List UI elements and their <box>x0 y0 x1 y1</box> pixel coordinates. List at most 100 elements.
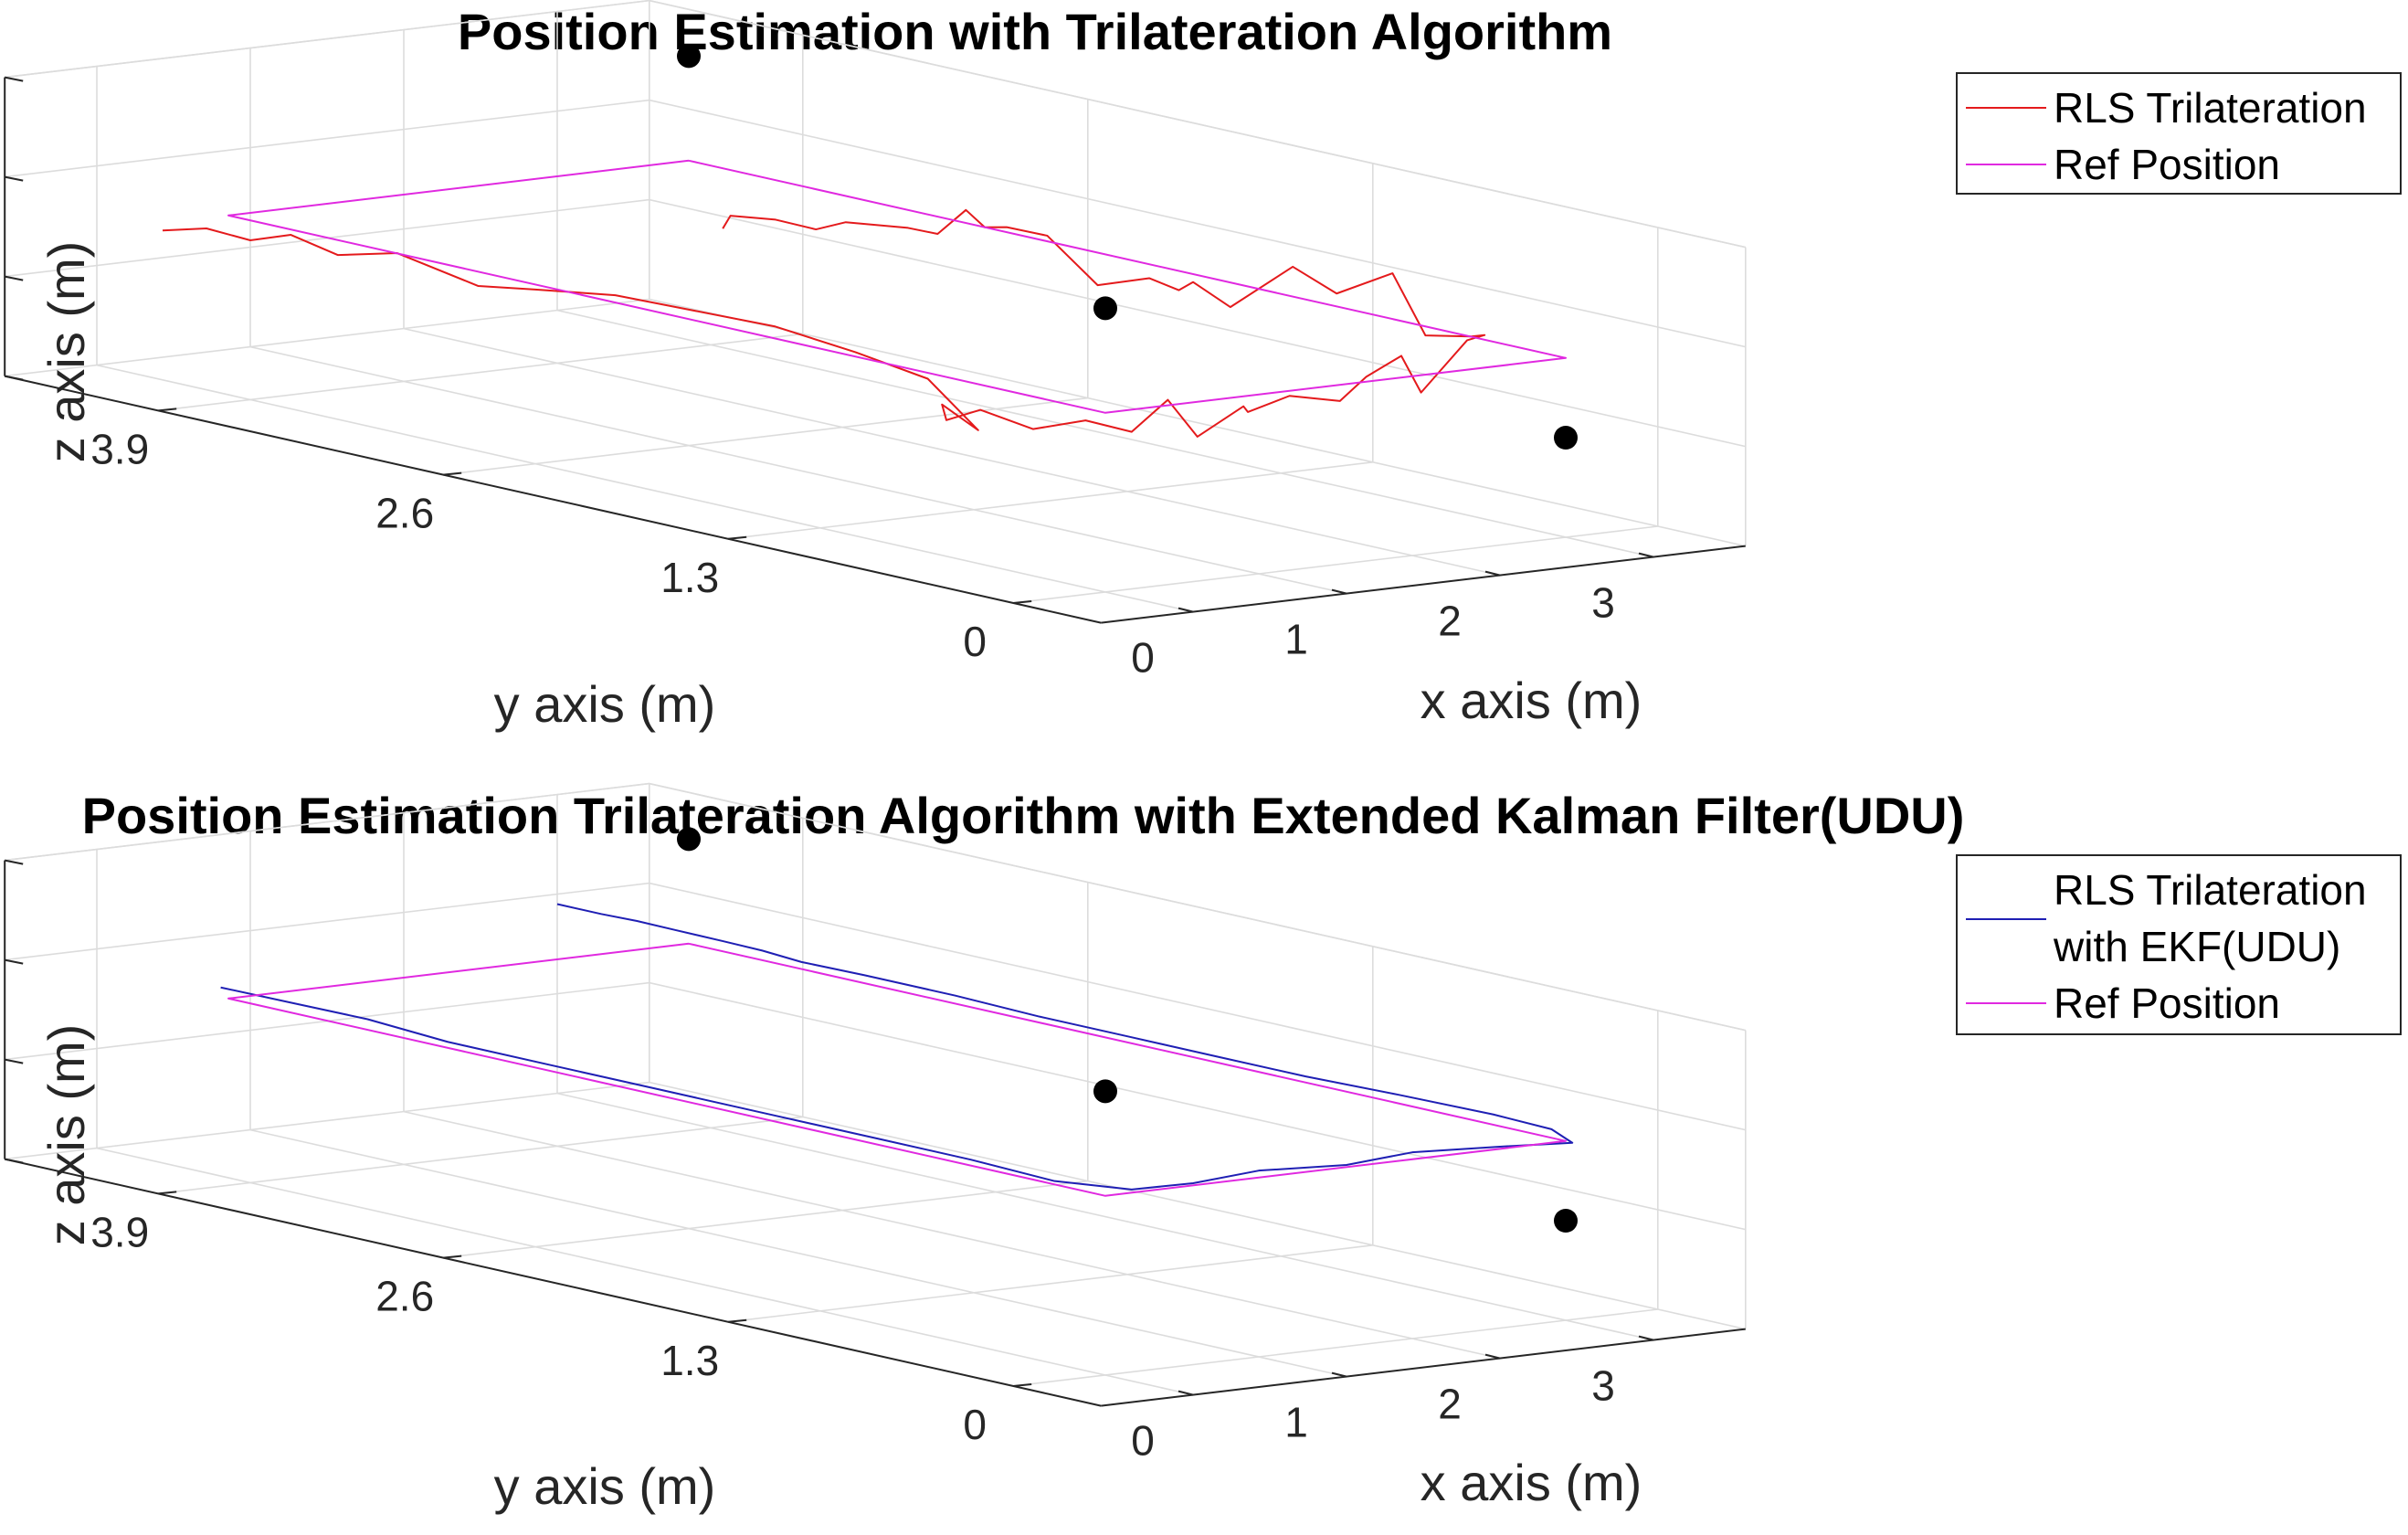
gridline-floor-x <box>403 327 1501 577</box>
y-tick-label: 0 <box>963 618 987 665</box>
gridline-floor-x <box>556 309 1654 558</box>
x-tick <box>1331 1371 1347 1378</box>
gridline-wall-edge <box>649 782 1746 1032</box>
y-axis-line <box>4 375 1102 624</box>
chart-title: Position Estimation with Trilateration A… <box>458 3 1612 60</box>
z-tick <box>5 375 24 381</box>
x-tick-label: 2 <box>1438 1381 1462 1428</box>
y-tick-label: 1.3 <box>660 1337 719 1384</box>
z-tick <box>5 76 24 82</box>
grid <box>4 0 1747 613</box>
series-line-1 <box>227 159 1567 414</box>
x-tick-label: 3 <box>1591 579 1615 627</box>
y-tick <box>443 1254 462 1259</box>
x-tick <box>1638 1335 1654 1341</box>
y-tick <box>1013 600 1032 604</box>
gridline-floor-x <box>249 1128 1347 1378</box>
y-axis-label: y axis (m) <box>494 675 716 733</box>
gridline-floor-y <box>443 1180 1088 1259</box>
y-tick-label: 2.6 <box>375 1273 434 1320</box>
series-layer <box>220 827 1578 1233</box>
x-tick <box>1178 1390 1194 1396</box>
gridline-floor-y <box>728 1244 1373 1323</box>
z-axis-label: z axis (m) <box>37 1024 95 1246</box>
x-tick-label: 2 <box>1438 598 1462 645</box>
z-tick <box>5 958 24 965</box>
x-axis-line <box>1101 1328 1746 1407</box>
plot-2: Position Estimation Trilateration Algori… <box>4 782 2402 1515</box>
gridline-floor-y <box>1013 525 1658 604</box>
legend-box <box>1956 72 2402 195</box>
gridline-floor-x <box>96 364 1194 613</box>
y-tick <box>728 535 747 540</box>
legend-box <box>1956 854 2402 1035</box>
gridline-wall-edge <box>5 782 650 862</box>
axes <box>4 76 1746 624</box>
x-tick-label: 1 <box>1284 616 1308 663</box>
gridline-floor-x <box>96 1147 1194 1396</box>
plot-1: Position Estimation with Trilateration A… <box>4 0 2402 733</box>
legend-label-rls: RLS Trilateration <box>2054 84 2367 132</box>
gridline-wall-edge <box>649 0 1746 249</box>
y-axis-line <box>4 1158 1102 1407</box>
x-axis-line <box>1101 545 1746 624</box>
gridline-wall-edge <box>5 0 650 79</box>
anchor-marker <box>1093 1079 1117 1104</box>
gridline-floor-y <box>158 333 803 412</box>
chart-title: Position Estimation Trilateration Algori… <box>82 787 1965 844</box>
gridline-floor-y <box>1013 1308 1658 1387</box>
z-tick <box>5 175 24 182</box>
legend-label-ekf-line1: RLS Trilateration <box>2054 866 2367 914</box>
z-tick <box>5 275 24 281</box>
series-line-1 <box>227 942 1567 1197</box>
x-tick <box>1484 1353 1501 1360</box>
legend: RLS Trilateration Ref Position <box>1956 72 2402 195</box>
y-tick-label: 0 <box>963 1401 987 1448</box>
z-tick <box>5 1058 24 1064</box>
x-tick <box>1484 570 1501 577</box>
gridline-floor-x <box>556 1092 1654 1341</box>
x-tick <box>1638 552 1654 558</box>
legend: RLS Trilateration with EKF(UDU) Ref Posi… <box>1956 854 2402 1035</box>
x-tick-label: 0 <box>1131 1417 1155 1465</box>
legend-label-ekf-line2: with EKF(UDU) <box>2053 923 2340 970</box>
x-axis-label: x axis (m) <box>1421 672 1642 729</box>
y-tick <box>158 408 177 412</box>
y-tick-label: 2.6 <box>375 490 434 537</box>
z-axis-label: z axis (m) <box>37 241 95 463</box>
y-tick <box>443 471 462 476</box>
legend-label-ref: Ref Position <box>2054 979 2280 1027</box>
y-tick-label: 1.3 <box>660 554 719 601</box>
series-layer <box>162 44 1578 450</box>
gridline-floor-x <box>249 345 1347 595</box>
x-tick <box>1331 588 1347 595</box>
x-tick-label: 3 <box>1591 1362 1615 1410</box>
x-axis-label: x axis (m) <box>1421 1454 1642 1511</box>
gridline-floor-y <box>728 461 1373 540</box>
gridline-floor-x <box>403 1110 1501 1360</box>
series-line-0 <box>162 208 1486 438</box>
axes <box>4 859 1746 1407</box>
anchor-marker <box>1093 296 1117 321</box>
legend-label-ref: Ref Position <box>2054 141 2280 188</box>
y-axis-label: y axis (m) <box>494 1457 716 1515</box>
y-tick <box>158 1191 177 1195</box>
z-tick <box>5 859 24 865</box>
series-line-0 <box>220 903 1574 1191</box>
z-tick <box>5 1158 24 1164</box>
y-tick <box>1013 1383 1032 1387</box>
y-tick <box>728 1318 747 1323</box>
y-tick-label: 3.9 <box>90 1208 149 1255</box>
x-tick-label: 0 <box>1131 634 1155 682</box>
x-tick <box>1178 607 1194 613</box>
x-tick-label: 1 <box>1284 1399 1308 1446</box>
gridline-floor-y <box>158 1116 803 1195</box>
anchor-marker <box>1554 1209 1578 1233</box>
anchor-marker <box>677 44 701 69</box>
anchor-marker <box>1554 426 1578 450</box>
y-tick-label: 3.9 <box>90 425 149 472</box>
anchor-marker <box>677 827 701 852</box>
